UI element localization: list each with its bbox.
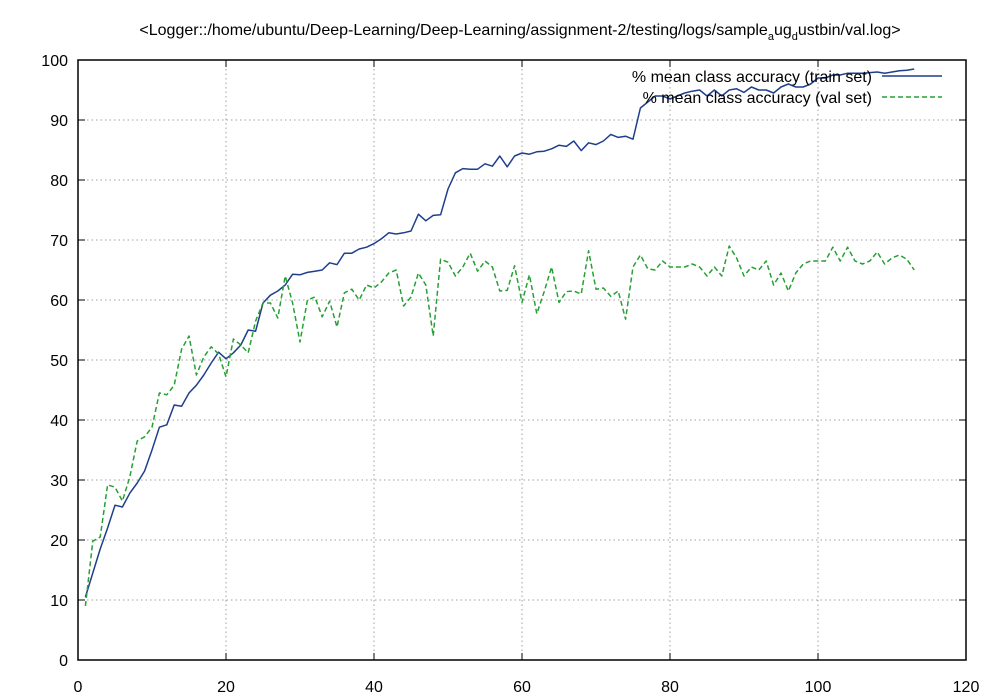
series-line-val [84, 245, 915, 607]
y-tick-label: 100 [41, 53, 68, 70]
legend-label: % mean class accuracy (train set) [632, 69, 872, 86]
y-tick-label: 90 [50, 113, 68, 130]
x-tick-label: 120 [953, 679, 980, 696]
y-tick-label: 70 [50, 233, 68, 250]
axis-ticks: 0 10 20 30 40 50 60 70 80 90 100 0 20 40 60 80 100 120 [41, 53, 979, 696]
x-tick-label: 40 [365, 679, 383, 696]
chart-title: <Logger::/home/ubuntu/Deep-Learning/Deep… [139, 22, 900, 43]
y-tick-label: 30 [50, 473, 68, 490]
series-line-train [84, 68, 915, 598]
y-tick-label: 80 [50, 173, 68, 190]
y-tick-label: 0 [59, 653, 68, 670]
x-tick-label: 60 [513, 679, 531, 696]
y-tick-label: 40 [50, 413, 68, 430]
legend: % mean class accuracy (train set) % mean … [632, 69, 942, 107]
y-tick-label: 10 [50, 593, 68, 610]
y-tick-label: 20 [50, 533, 68, 550]
x-tick-label: 0 [74, 679, 83, 696]
legend-label: % mean class accuracy (val set) [643, 90, 872, 107]
series-group [84, 68, 915, 607]
gridlines [78, 60, 966, 660]
x-tick-label: 100 [805, 679, 832, 696]
x-tick-label: 80 [661, 679, 679, 696]
y-tick-label: 50 [50, 353, 68, 370]
x-tick-label: 20 [217, 679, 235, 696]
y-tick-label: 60 [50, 293, 68, 310]
